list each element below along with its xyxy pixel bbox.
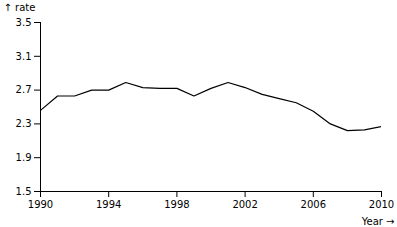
svg-text:2.7: 2.7 bbox=[16, 84, 32, 95]
svg-text:2010: 2010 bbox=[369, 199, 394, 210]
svg-text:Year →: Year → bbox=[361, 216, 395, 227]
svg-text:2.3: 2.3 bbox=[16, 118, 32, 129]
svg-text:1990: 1990 bbox=[28, 199, 53, 210]
svg-text:3.5: 3.5 bbox=[16, 17, 32, 28]
svg-text:1998: 1998 bbox=[164, 199, 189, 210]
svg-text:1994: 1994 bbox=[96, 199, 121, 210]
svg-text:↑ rate: ↑ rate bbox=[4, 2, 36, 13]
svg-text:3.1: 3.1 bbox=[16, 51, 32, 62]
svg-text:2002: 2002 bbox=[232, 199, 257, 210]
svg-text:2006: 2006 bbox=[301, 199, 326, 210]
svg-text:1.9: 1.9 bbox=[16, 152, 32, 163]
svg-text:1.5: 1.5 bbox=[16, 186, 32, 197]
